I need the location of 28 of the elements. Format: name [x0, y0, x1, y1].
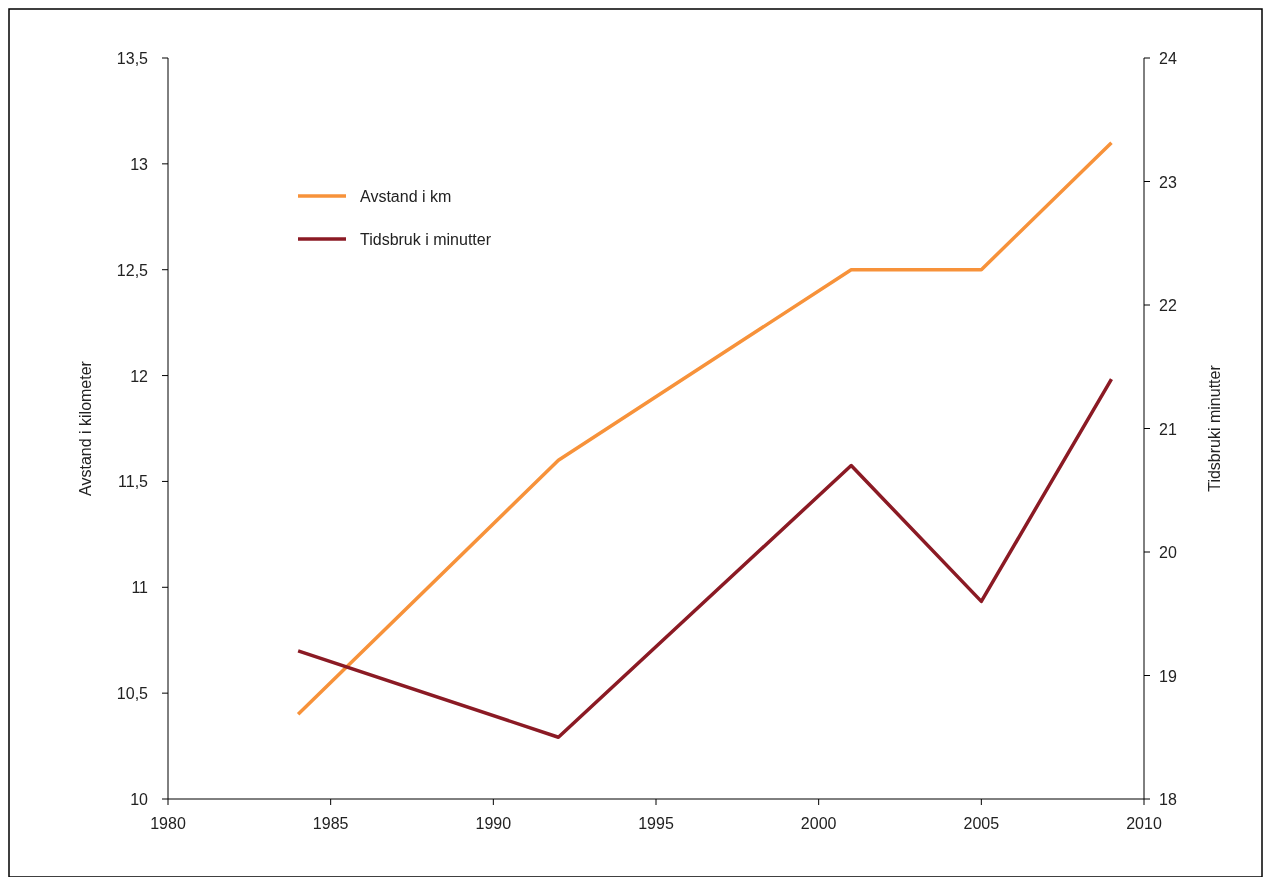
y2-tick-label: 21	[1159, 420, 1177, 438]
y2-axis-title: Tidsbruki minutter	[1206, 364, 1223, 492]
y2-tick-label: 24	[1159, 50, 1177, 67]
x-tick-label: 1980	[150, 815, 186, 832]
line-series	[296, 377, 1114, 739]
y2-tick-label: 23	[1159, 173, 1177, 191]
y-tick-label: 13,5	[116, 50, 149, 67]
y2-tick-label: 18	[1159, 791, 1177, 808]
x-tick-label: 1985	[312, 815, 349, 832]
y-tick-label: 10,5	[116, 685, 149, 703]
legend-label: Avstand i km	[360, 188, 452, 205]
x-tick-label: 1995	[638, 815, 674, 832]
legend-label: Tidsbruk i minutter	[360, 231, 492, 248]
y-tick-label: 13	[130, 155, 149, 173]
x-tick-label: 2000	[800, 815, 837, 832]
y2-tick-label: 19	[1159, 667, 1177, 685]
y-tick-label: 10	[130, 791, 149, 808]
x-tick-label: 1990	[475, 815, 512, 832]
x-tick-label: 2005	[963, 815, 1000, 832]
y2-tick-label: 22	[1159, 297, 1177, 314]
y-tick-label: 11	[131, 579, 149, 597]
x-tick-label: 2010	[1126, 815, 1162, 832]
line-series	[296, 140, 1114, 717]
y-tick-label: 12	[130, 367, 149, 385]
y-axis-title: Avstand i kilometer	[77, 360, 94, 496]
y-tick-label: 11,5	[118, 473, 149, 491]
y2-tick-label: 20	[1159, 544, 1177, 561]
y-tick-label: 12,5	[116, 261, 149, 279]
